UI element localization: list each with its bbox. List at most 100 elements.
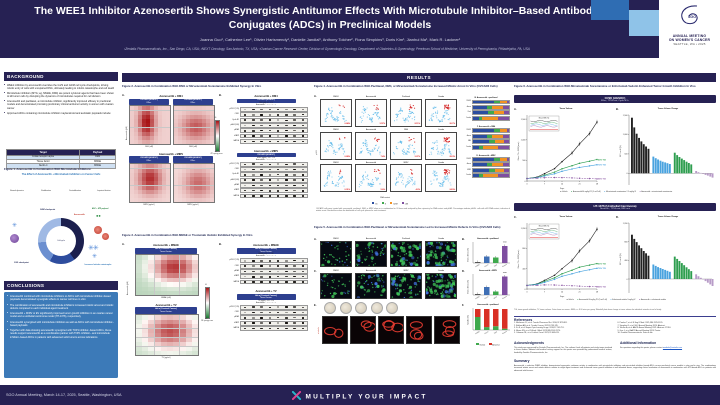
sgo-logo-line1: ANNUAL MEETING	[672, 34, 707, 38]
protein-band	[293, 184, 296, 187]
protein-band	[285, 179, 288, 181]
heatmap-row: OVCAR3 (HGSOC) FRα+ DM4 (nM) OVCAR8 (HGSOC)…	[129, 98, 215, 148]
blot-protein-row: CDK1	[224, 112, 308, 118]
background-bullet: Microtubule inhibitors (MTIs; eg, MMAE, …	[4, 92, 116, 99]
stacked-bar-segment	[478, 116, 483, 120]
protein-label: cPARP	[233, 135, 239, 137]
heatmap-combo-block: Azenosertib + TV HeLa (Cervical Cancer) Ti…	[130, 304, 202, 359]
protein-band	[301, 322, 305, 324]
protein-band	[276, 270, 280, 273]
protein-band	[243, 275, 247, 278]
microtubule-diagram: Normal dynamics Stabilization Destabilizat…	[4, 178, 118, 196]
protein-band	[260, 168, 263, 171]
stacked-bar	[471, 110, 510, 116]
svg-text:14: 14	[561, 183, 563, 185]
protein-label: pHH3 (S10)	[230, 124, 239, 126]
stacked-bar-row: Combo	[462, 173, 510, 179]
blot-cell-line-tag: OVCAR3 (HGSOC)	[236, 98, 296, 103]
protein-band	[243, 168, 247, 171]
protein-band	[260, 184, 263, 187]
protein-band	[301, 173, 305, 176]
flow-percentage: 7.4%	[380, 156, 386, 158]
reference-item: 8. Tolcher A, et al. AACR Annual Meeting…	[617, 327, 672, 330]
stacked-bar-segment	[494, 140, 504, 144]
sgo-swirl-icon: SGO	[680, 5, 698, 25]
brightfield-circle	[370, 302, 383, 314]
model2-name: HT-1376 (Urothelial Carcinoma)	[593, 204, 637, 208]
flow-plot-label: Azenosertib	[366, 96, 376, 98]
protein-band	[301, 140, 305, 142]
stacked-bar	[471, 167, 510, 173]
microscopy-image	[320, 240, 352, 267]
stacked-bar-category: DMSO	[466, 130, 472, 132]
figure4-xaxis-label: DNA content	[379, 197, 391, 199]
model2-banner: HT-1376 (Urothelial Carcinoma) Nectin-4+…	[514, 203, 716, 211]
blot-cell-line-tag: HeLa (Cervical Cancer) Tissue Factor+	[236, 294, 296, 301]
protein-band	[301, 260, 305, 262]
microscopy-image	[355, 272, 387, 299]
protein-band	[285, 135, 288, 137]
protein-band	[260, 119, 263, 121]
flow-plot-label: Paclitaxel	[401, 96, 411, 98]
svg-text:****: ****	[503, 242, 507, 245]
stacked-bar-segment	[472, 129, 494, 133]
svg-text:Combo: Combo	[502, 331, 508, 335]
figure3-color-scale: 40 -40 ZIP synergy score	[201, 285, 218, 323]
protein-band	[301, 306, 305, 308]
blot-protein-row: γH2AX	[224, 269, 308, 274]
svg-text:Mean BW (%): Mean BW (%)	[539, 225, 550, 227]
svg-text:7: 7	[544, 183, 545, 185]
protein-band	[276, 108, 280, 111]
protein-band	[260, 322, 263, 324]
reference-item: 4. Moore KN, et al. N Engl J Med. 2023;3…	[514, 329, 561, 332]
blot-dose-line: MMAE (nM): 0 1 3 10	[258, 254, 274, 256]
flow-plot: Combo 24.9%	[425, 162, 457, 193]
protein-band	[260, 316, 263, 319]
cell-line-tag: OVCAR3 (HGSOC) FRα+	[129, 156, 169, 163]
figure2-blots: Azenosertib + DM4 OVCAR3 (HGSOC) DM4 (nM):…	[224, 95, 308, 204]
flow-percentage: 0.88%	[344, 156, 351, 158]
stacked-bar	[471, 173, 510, 179]
protein-band	[293, 311, 296, 314]
protein-band	[285, 184, 288, 187]
flow-percentage: 4.2%	[415, 188, 421, 191]
protein-band	[252, 140, 255, 143]
protein-band	[301, 270, 305, 273]
cell-icon-red1	[94, 226, 102, 234]
tubulin-image	[350, 315, 376, 344]
stacked-bar-row: DMSO	[462, 99, 510, 105]
brightfield-row	[324, 302, 460, 314]
protein-band	[293, 114, 296, 116]
stacked-bar-segment	[498, 116, 509, 120]
references-heading: References	[514, 316, 716, 322]
svg-text:0: 0	[626, 279, 627, 281]
conclusion-bullet: The combination of azenosertib and micro…	[7, 304, 115, 311]
flow-plot-box: 0.88%	[320, 131, 352, 160]
protein-band	[268, 327, 272, 330]
stacked-bar-segment	[472, 116, 479, 120]
protein-band	[276, 135, 280, 137]
figure1-caption: Figure 1. Azenosertib in Combination Wit…	[4, 167, 92, 171]
protein-band	[243, 163, 247, 165]
protein-band	[285, 174, 288, 176]
stacked-bar	[471, 144, 510, 150]
brightfield-circle	[355, 302, 367, 314]
stacked-bar-row: Azeno	[462, 162, 510, 168]
cell-cycle-stacked-charts: B. Azenosertib + paclitaxel DMSO Azeno Pacl…	[462, 97, 510, 183]
protein-band	[260, 140, 263, 142]
treatment-legend-item: ●Azenosertib + mirvetuximab soravtansine	[639, 191, 673, 193]
protein-label: pCDK1 (Y15)	[229, 306, 239, 308]
adc-table-wrap: Target Payload Folate receptor alpha DM4 Tis…	[5, 149, 116, 169]
contact-link[interactable]: medinfo@zentalis.com	[662, 346, 683, 349]
stacked-bar-category: Combo	[466, 175, 471, 177]
stacked-chart-block: B. Azenosertib + paclitaxel DMSO Azeno Pacl…	[462, 97, 510, 121]
phase-legend-item: G2/M	[389, 202, 398, 205]
svg-text:400: 400	[624, 260, 627, 262]
protein-band	[293, 124, 296, 127]
reference-item: 1. Matheson CJ, et al. Trends Pharmacol …	[514, 322, 568, 324]
waterfall-svg: 0 400 800 1,200 ΔTV vs d0 (%)	[619, 223, 714, 293]
protein-band	[285, 119, 288, 121]
svg-text:95% TGI: 95% TGI	[598, 287, 606, 289]
flow-percentage: 0.91%	[344, 188, 351, 191]
protein-band	[301, 316, 305, 319]
